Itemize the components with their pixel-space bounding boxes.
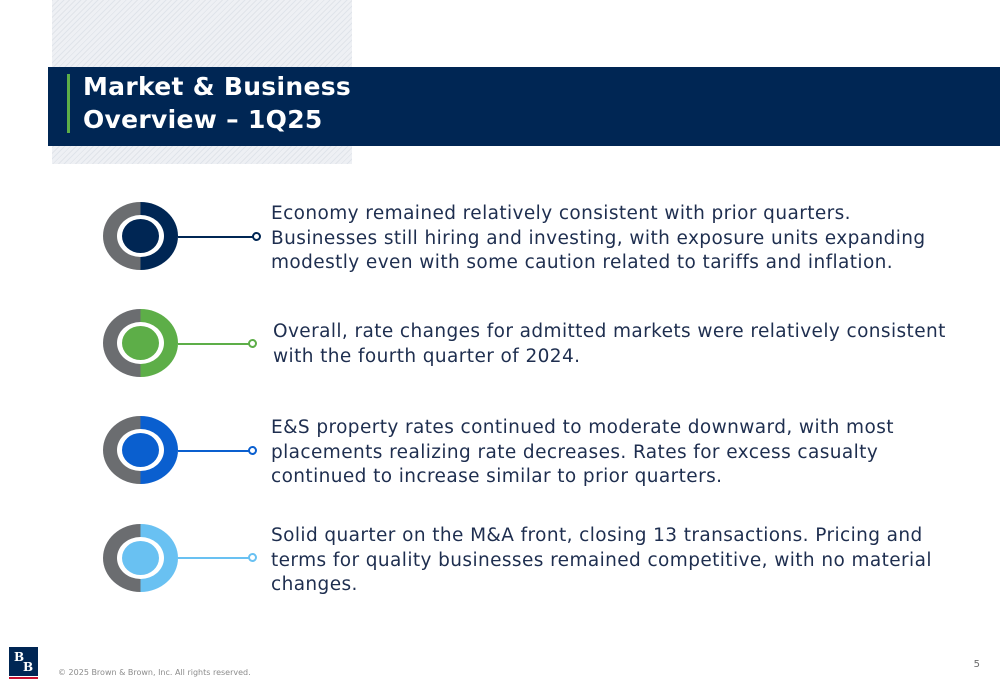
connector-endcap <box>248 553 257 562</box>
connector-line <box>178 343 250 345</box>
logo-underline <box>9 677 38 679</box>
title-band <box>48 67 1000 146</box>
connector-line <box>178 557 250 559</box>
connector-endcap <box>252 232 261 241</box>
donut-ring-icon <box>103 309 178 377</box>
logo-letter: B <box>23 660 34 674</box>
overview-item-es-property: E&S property rates continued to moderate… <box>0 416 1000 496</box>
overview-item-text: Economy remained relatively consistent w… <box>271 203 926 273</box>
ring-center-dot <box>122 219 159 253</box>
overview-item-text: E&S property rates continued to moderate… <box>271 417 894 487</box>
ring-center-dot <box>122 541 159 575</box>
overview-item-admitted-markets: Overall, rate changes for admitted marke… <box>0 309 1000 389</box>
title-accent-bar <box>67 74 70 133</box>
brown-and-brown-logo: B B <box>9 647 38 676</box>
ring-center-dot <box>122 326 159 360</box>
ring-center-dot <box>122 433 159 467</box>
connector-line <box>178 450 250 452</box>
logo-letter: B <box>14 650 25 664</box>
connector-line <box>178 236 253 238</box>
donut-ring-icon <box>103 416 178 484</box>
slide-title-line-1: Market & Business <box>83 72 352 101</box>
slide-title-line-2: Overview – 1Q25 <box>83 105 323 134</box>
copyright-notice: © 2025 Brown & Brown, Inc. All rights re… <box>58 668 251 677</box>
slide-title: Market & Business Overview – 1Q25 <box>83 70 351 136</box>
page-number: 5 <box>973 659 980 670</box>
connector-endcap <box>248 446 257 455</box>
overview-item-economy: Economy remained relatively consistent w… <box>0 202 1000 282</box>
overview-item-text: Solid quarter on the M&A front, closing … <box>271 525 932 595</box>
donut-ring-icon <box>103 524 178 592</box>
donut-ring-icon <box>103 202 178 270</box>
connector-endcap <box>248 339 257 348</box>
overview-item-text: Overall, rate changes for admitted marke… <box>273 321 946 367</box>
overview-item-m-and-a: Solid quarter on the M&A front, closing … <box>0 524 1000 604</box>
